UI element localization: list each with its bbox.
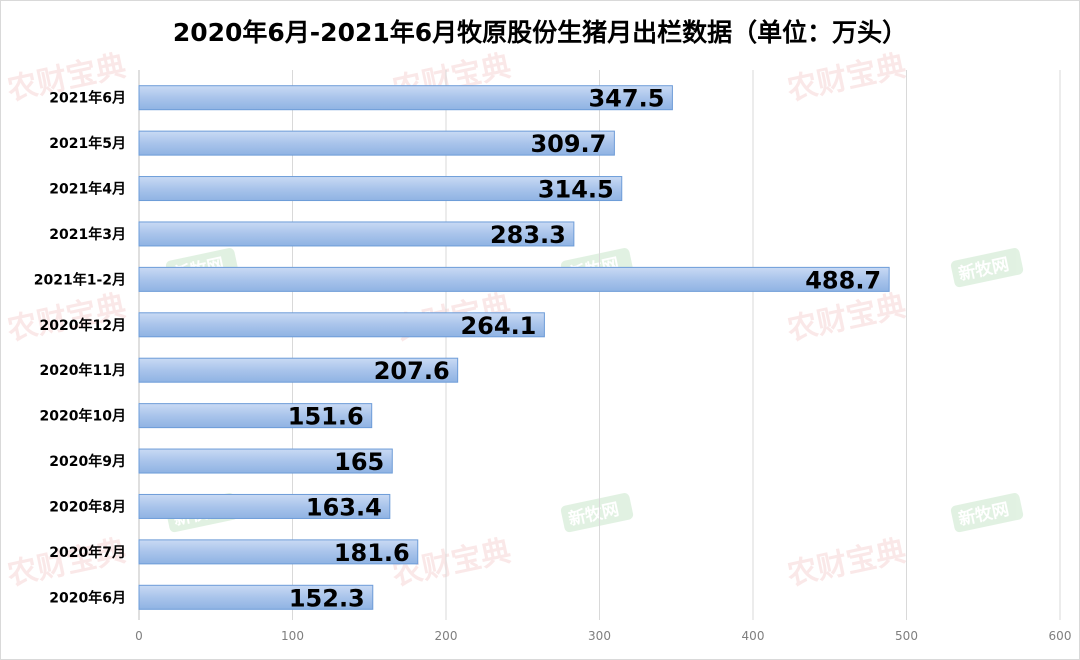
bar: [138, 539, 419, 565]
bar: [138, 266, 890, 292]
x-tick-label: 200: [435, 629, 458, 643]
grid-lines: [138, 70, 1061, 620]
category-label: 2020年12月: [40, 317, 126, 334]
bar: [138, 493, 391, 519]
bar: [138, 403, 373, 429]
category-label: 2020年6月: [49, 589, 126, 606]
category-label: 2021年1-2月: [34, 271, 126, 288]
x-tick-labels-group: 0 100 200 300 400 500 600: [135, 629, 1071, 643]
bar: [138, 221, 575, 247]
x-tick-label: 300: [588, 629, 611, 643]
value-label: 181.6: [334, 539, 410, 567]
category-labels-group: 2021年6月 2021年5月 2021年4月 2021年3月 2021年1-2月 202…: [34, 90, 126, 607]
value-labels-group: 347.5 309.7 314.5 283.3 488.7 264.1 207.6 151.6…: [288, 85, 881, 613]
value-label: 264.1: [460, 312, 536, 340]
value-label: 151.6: [288, 403, 364, 431]
bar: [138, 448, 393, 474]
value-label: 283.3: [490, 221, 566, 249]
bar: [138, 357, 459, 383]
bars-group: [138, 85, 890, 610]
watermark-badge: [950, 248, 1024, 288]
watermark-badge: [560, 493, 634, 533]
category-label: 2020年9月: [49, 453, 126, 470]
bar: [138, 130, 615, 156]
bar: [138, 85, 673, 111]
category-label: 2021年3月: [49, 226, 126, 243]
category-label: 2020年11月: [40, 362, 126, 379]
chart-title: 2020年6月-2021年6月牧原股份生猪月出栏数据（单位：万头）: [173, 18, 907, 47]
category-label: 2020年8月: [49, 498, 126, 515]
x-tick-label: 600: [1049, 629, 1072, 643]
category-label: 2020年10月: [40, 408, 126, 425]
x-tick-label: 400: [742, 629, 765, 643]
value-label: 314.5: [538, 176, 614, 204]
watermark-badge: [950, 493, 1024, 533]
bar: [138, 312, 545, 338]
value-label: 347.5: [588, 85, 664, 113]
category-label: 2021年6月: [49, 90, 126, 107]
x-tick-label: 500: [895, 629, 918, 643]
category-label: 2020年7月: [49, 544, 126, 561]
category-label: 2021年4月: [49, 181, 126, 198]
category-label: 2021年5月: [49, 135, 126, 152]
x-tick-label: 0: [135, 629, 143, 643]
value-label: 165: [334, 448, 384, 476]
x-tick-label: 100: [281, 629, 304, 643]
value-label: 207.6: [374, 357, 450, 385]
bar: [138, 176, 623, 202]
value-label: 309.7: [530, 130, 606, 158]
value-label: 163.4: [306, 493, 382, 521]
bar: [138, 584, 374, 610]
value-label: 152.3: [289, 584, 365, 612]
value-label: 488.7: [805, 266, 881, 294]
